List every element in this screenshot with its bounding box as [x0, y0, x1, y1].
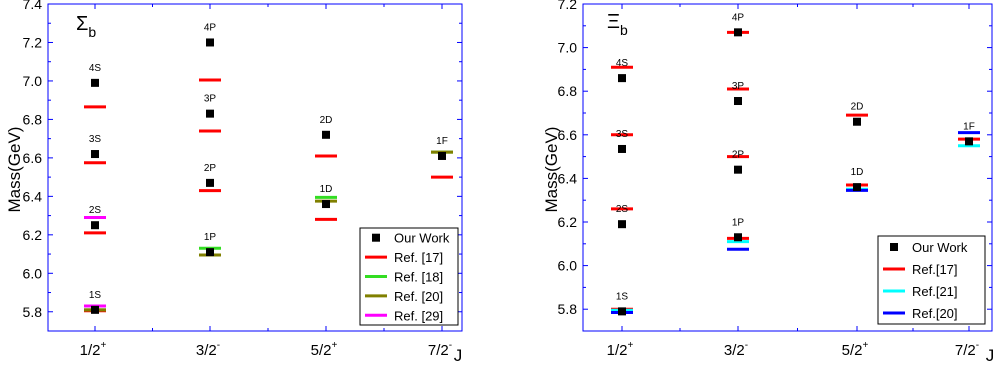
data-point — [206, 248, 214, 257]
y-tick-label: 7.0 — [558, 40, 578, 56]
legend-label: Ref. [17] — [394, 250, 443, 265]
y-tick-label: 6.4 — [23, 188, 43, 204]
data-point — [965, 137, 973, 146]
data-label: 1F — [436, 136, 448, 147]
legend-label: Ref.[17] — [912, 262, 958, 277]
legend-label: Ref. [20] — [394, 289, 443, 304]
legend-swatch — [890, 243, 898, 251]
data-label: 2D — [320, 115, 333, 126]
data-point — [91, 221, 99, 230]
data-point — [734, 165, 742, 174]
x-axis-label: J — [986, 346, 995, 365]
y-tick-label: 7.0 — [23, 73, 43, 89]
y-tick-label: 6.8 — [23, 111, 43, 127]
x-tick-label: 3/2- — [724, 340, 748, 359]
legend-label: Ref. [18] — [394, 270, 443, 285]
data-label: 1P — [204, 232, 217, 243]
data-point — [322, 130, 330, 139]
data-point — [853, 117, 861, 126]
data-label: 3S — [89, 134, 102, 145]
y-tick-label: 6.2 — [558, 214, 578, 230]
legend: Our Work Ref. [17] Ref. [18] Ref. [20] Ref. … — [359, 227, 459, 326]
data-point — [91, 78, 99, 87]
y-tick-label: 6.0 — [23, 265, 43, 281]
y-tick-label: 6.4 — [558, 170, 578, 186]
y-axis-label: Mass(GeV) — [5, 127, 24, 213]
data-point — [618, 144, 626, 153]
data-point — [618, 220, 626, 229]
data-label: 2P — [204, 163, 217, 174]
data-point — [206, 38, 214, 47]
data-label: 2S — [616, 204, 629, 215]
chart-title: Ξb — [607, 11, 628, 38]
x-tick-label: 1/2+ — [607, 340, 634, 359]
y-tick-label: 6.2 — [23, 227, 43, 243]
data-label: 4P — [204, 22, 217, 33]
data-label: 4S — [616, 58, 629, 69]
data-point — [206, 178, 214, 187]
data-point — [618, 307, 626, 316]
data-label: 3S — [616, 129, 629, 140]
x-tick-label: 1/2+ — [80, 340, 107, 359]
y-tick-label: 7.2 — [23, 34, 43, 50]
data-point — [734, 28, 742, 37]
data-label: 4P — [732, 12, 745, 23]
data-label: 1S — [89, 290, 102, 301]
data-label: 2D — [851, 102, 864, 113]
plot-frame — [47, 3, 463, 332]
y-tick-label: 6.0 — [558, 258, 578, 274]
data-point — [618, 74, 626, 83]
data-label: 2S — [89, 205, 102, 216]
x-axis-label: J — [454, 346, 463, 365]
data-point — [91, 150, 99, 159]
legend-swatch — [372, 233, 380, 242]
legend-label: Ref. [29] — [394, 308, 443, 323]
legend-label: Ref.[21] — [912, 284, 958, 299]
data-point — [734, 233, 742, 242]
x-tick-label: 7/2- — [428, 340, 452, 359]
chart-title: Σb — [76, 13, 96, 40]
data-point — [322, 200, 330, 209]
data-point — [853, 183, 861, 192]
y-tick-label: 6.6 — [23, 150, 43, 166]
y-tick-label: 7.4 — [23, 0, 43, 12]
data-point — [734, 97, 742, 106]
legend-label: Our Work — [912, 240, 968, 255]
x-tick-label: 3/2- — [196, 340, 220, 359]
y-tick-label: 5.8 — [23, 304, 43, 320]
data-label: 3P — [732, 81, 745, 92]
data-point — [91, 305, 99, 314]
data-label: 1P — [732, 217, 745, 228]
y-tick-label: 6.6 — [558, 127, 578, 143]
data-label: 1D — [851, 167, 864, 178]
legend-label: Ref.[20] — [912, 306, 958, 321]
x-tick-label: 5/2+ — [311, 340, 338, 359]
y-axis-label: Mass(GeV) — [542, 127, 561, 213]
chart-panel-1: 5.8 6.0 6.2 6.4 6.6 6.8 7.0 7.2 7.4 1/2+ 3/2- 5/2+ 7… — [5, 0, 463, 365]
data-label: 2P — [732, 150, 745, 161]
legend-label: Our Work — [394, 231, 450, 246]
plot-frame — [582, 3, 993, 332]
data-point — [438, 151, 446, 160]
data-label: 1D — [320, 184, 333, 195]
chart-panel-2: 5.8 6.0 6.2 6.4 6.6 6.8 7.0 7.2 1/2+ 3/2- 5/2+ 7/2-… — [542, 0, 994, 365]
legend: Our Work Ref.[17] Ref.[21] Ref.[20] — [877, 235, 986, 325]
y-tick-label: 6.8 — [558, 83, 578, 99]
data-label: 4S — [89, 63, 102, 74]
data-point — [206, 109, 214, 118]
y-tick-label: 5.8 — [558, 301, 578, 317]
data-label: 3P — [204, 94, 217, 105]
x-tick-label: 5/2+ — [842, 340, 869, 359]
data-label: 1S — [616, 291, 629, 302]
data-label: 1F — [963, 121, 975, 132]
y-tick-label: 7.2 — [558, 0, 578, 12]
x-tick-label: 7/2- — [955, 340, 979, 359]
